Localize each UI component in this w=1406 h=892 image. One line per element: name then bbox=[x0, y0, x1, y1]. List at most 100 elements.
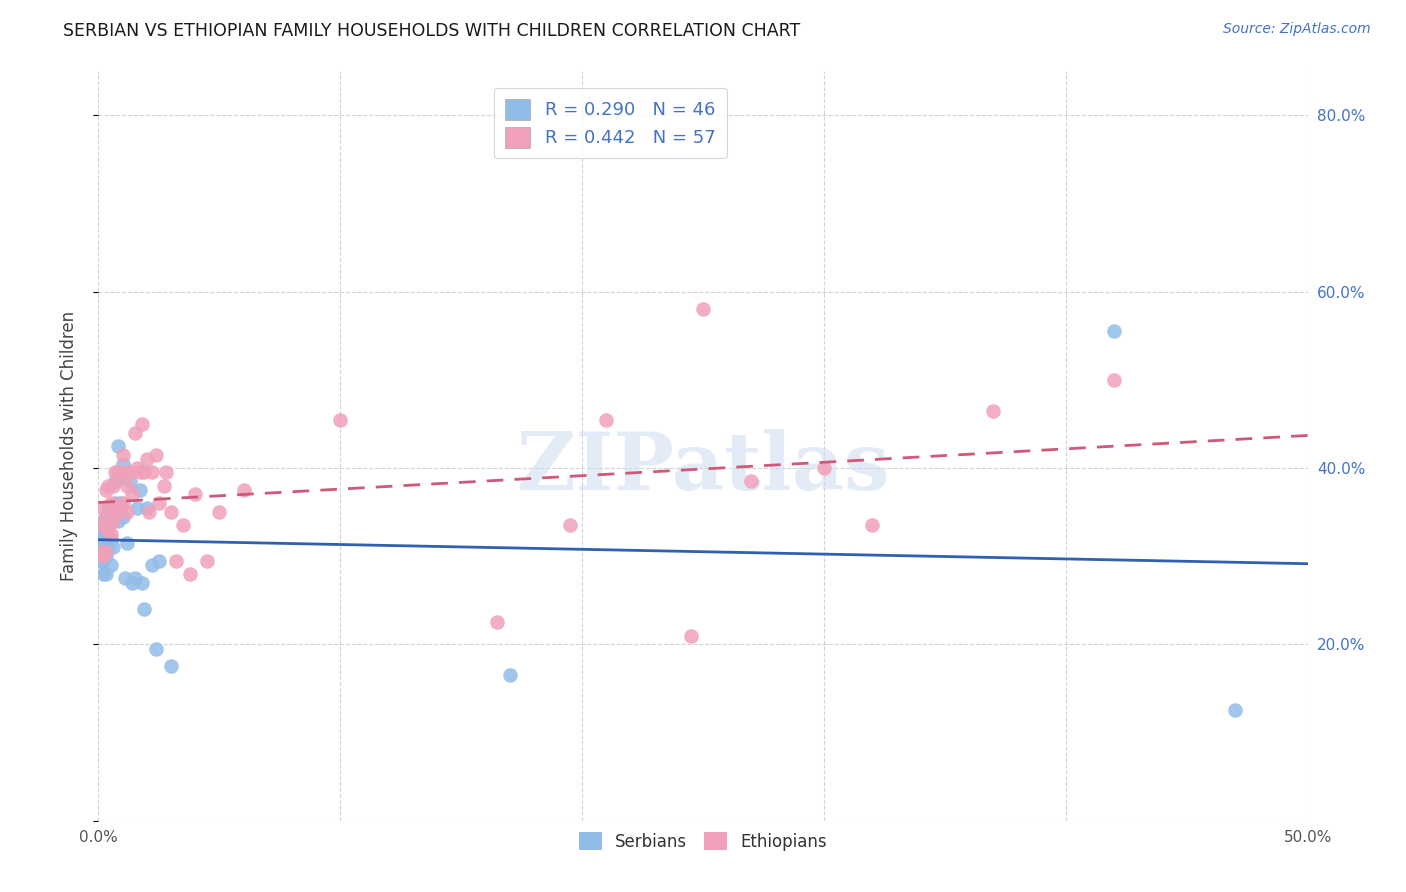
Point bbox=[94, 549, 117, 564]
Point bbox=[131, 575, 153, 590]
Point bbox=[232, 483, 254, 497]
Y-axis label: Family Households with Children: Family Households with Children bbox=[59, 311, 77, 581]
Point bbox=[94, 536, 117, 550]
Point bbox=[97, 478, 120, 492]
Point bbox=[329, 412, 352, 426]
Point bbox=[101, 514, 124, 528]
Point bbox=[135, 500, 157, 515]
Point bbox=[97, 518, 120, 533]
Point bbox=[1102, 325, 1125, 339]
Point bbox=[118, 466, 141, 480]
Point bbox=[97, 523, 120, 537]
Point bbox=[108, 470, 131, 484]
Point bbox=[135, 452, 157, 467]
Point bbox=[172, 518, 194, 533]
Point bbox=[138, 505, 160, 519]
Point bbox=[90, 518, 112, 533]
Point bbox=[108, 470, 131, 484]
Point bbox=[100, 496, 122, 510]
Point bbox=[595, 412, 617, 426]
Point bbox=[107, 466, 129, 480]
Point bbox=[1223, 703, 1246, 717]
Point bbox=[160, 659, 183, 673]
Point bbox=[100, 527, 122, 541]
Point bbox=[90, 541, 112, 555]
Point bbox=[184, 487, 207, 501]
Point bbox=[131, 417, 153, 431]
Point bbox=[97, 500, 120, 515]
Point bbox=[104, 496, 127, 510]
Point bbox=[94, 523, 117, 537]
Point bbox=[108, 496, 131, 510]
Point bbox=[127, 500, 149, 515]
Point bbox=[486, 615, 509, 630]
Point bbox=[160, 505, 183, 519]
Point bbox=[104, 466, 127, 480]
Point bbox=[179, 566, 201, 581]
Point bbox=[148, 553, 170, 567]
Point bbox=[104, 475, 127, 489]
Point bbox=[148, 496, 170, 510]
Point bbox=[155, 466, 177, 480]
Point bbox=[90, 545, 112, 559]
Text: Source: ZipAtlas.com: Source: ZipAtlas.com bbox=[1223, 22, 1371, 37]
Point bbox=[165, 553, 187, 567]
Point bbox=[101, 514, 124, 528]
Point bbox=[97, 541, 120, 555]
Point bbox=[101, 541, 124, 555]
Point bbox=[134, 466, 156, 480]
Point bbox=[141, 466, 163, 480]
Point bbox=[90, 553, 112, 567]
Point bbox=[195, 553, 218, 567]
Point bbox=[107, 505, 129, 519]
Point bbox=[128, 483, 150, 497]
Point bbox=[128, 466, 150, 480]
Point bbox=[100, 558, 122, 572]
Point bbox=[107, 514, 129, 528]
Point bbox=[101, 478, 124, 492]
Point bbox=[91, 500, 114, 515]
Point bbox=[121, 487, 143, 501]
Point bbox=[740, 475, 762, 489]
Point bbox=[111, 457, 134, 471]
Point bbox=[94, 509, 117, 524]
Point bbox=[107, 439, 129, 453]
Point bbox=[124, 571, 146, 585]
Point bbox=[117, 536, 139, 550]
Point bbox=[91, 566, 114, 581]
Point bbox=[117, 505, 139, 519]
Point bbox=[121, 575, 143, 590]
Point bbox=[114, 466, 136, 480]
Point bbox=[118, 475, 141, 489]
Point bbox=[124, 425, 146, 440]
Point bbox=[558, 518, 581, 533]
Point bbox=[94, 566, 117, 581]
Point bbox=[94, 545, 117, 559]
Point bbox=[117, 478, 139, 492]
Point bbox=[679, 628, 702, 642]
Point bbox=[141, 558, 163, 572]
Point bbox=[813, 461, 835, 475]
Point bbox=[498, 668, 520, 682]
Point bbox=[145, 641, 167, 656]
Point bbox=[91, 553, 114, 567]
Legend: Serbians, Ethiopians: Serbians, Ethiopians bbox=[572, 826, 834, 857]
Text: SERBIAN VS ETHIOPIAN FAMILY HOUSEHOLDS WITH CHILDREN CORRELATION CHART: SERBIAN VS ETHIOPIAN FAMILY HOUSEHOLDS W… bbox=[63, 22, 800, 40]
Point bbox=[100, 532, 122, 546]
Point bbox=[1102, 373, 1125, 387]
Point bbox=[111, 509, 134, 524]
Point bbox=[860, 518, 883, 533]
Point bbox=[208, 505, 231, 519]
Point bbox=[114, 571, 136, 585]
Point bbox=[111, 448, 134, 462]
Point bbox=[127, 461, 149, 475]
Point bbox=[94, 483, 117, 497]
Point bbox=[134, 602, 156, 616]
Point bbox=[100, 509, 122, 524]
Point bbox=[111, 496, 134, 510]
Point bbox=[91, 541, 114, 555]
Point bbox=[91, 549, 114, 564]
Point bbox=[981, 403, 1004, 417]
Point bbox=[91, 514, 114, 528]
Point bbox=[692, 302, 714, 317]
